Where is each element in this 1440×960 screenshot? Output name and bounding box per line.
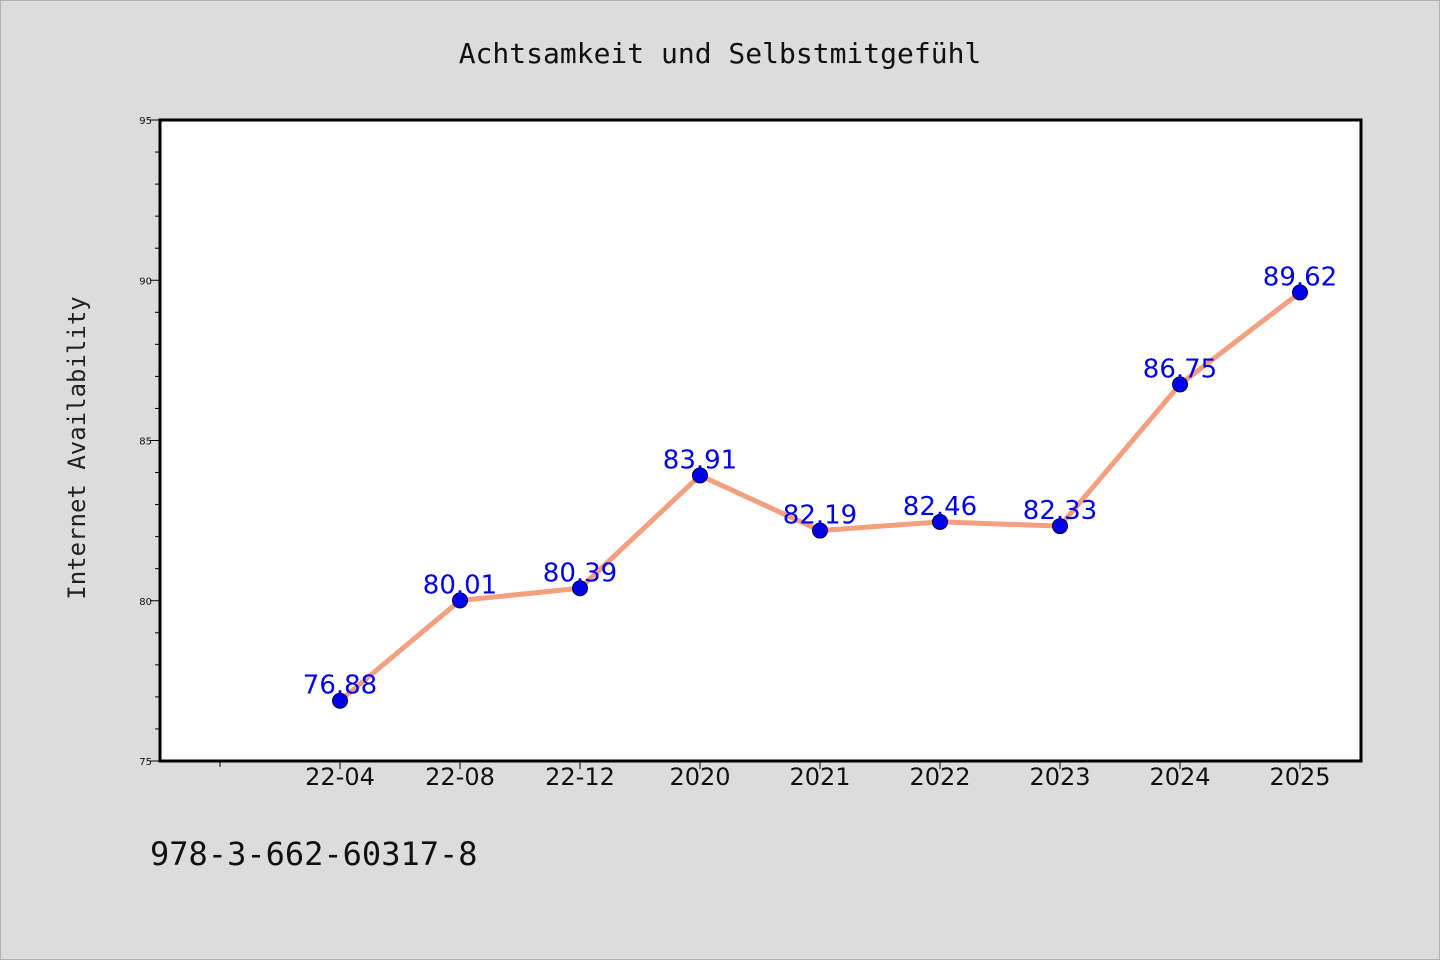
data-label: 76.88 [303,671,377,701]
data-label: 82.19 [783,501,857,531]
y-tick-label: 90 [139,276,152,287]
y-axis-label: Internet Availability [63,296,91,599]
y-tick-label: 80 [139,597,152,608]
x-tick-label: 2024 [1149,763,1210,791]
data-point [572,580,588,597]
data-label: 83.91 [663,445,737,475]
data-point [332,692,348,709]
footnote-isbn: 978-3-662-60317-8 [150,835,478,873]
data-label: 86.75 [1143,354,1217,384]
chart-title: Achtsamkeit und Selbstmitgefühl [459,37,982,70]
y-tick-label: 75 [139,757,152,768]
y-tick-label: 85 [139,437,152,448]
x-tick-label: 22-04 [305,763,375,791]
data-point [812,522,828,539]
y-axis: 75 80 85 90 95 [139,116,160,768]
plot-area [158,118,1363,763]
data-point [1292,284,1308,301]
x-tick-label: 2023 [1029,763,1090,791]
x-tick-label: 2020 [669,763,730,791]
x-tick-label: 22-12 [545,763,615,791]
series: 76.88 80.01 80.39 83.91 82.19 82.46 82.33 86.75… [303,262,1337,709]
data-label: 80.39 [543,558,617,588]
x-tick-label: 2025 [1269,763,1330,791]
x-tick-label: 22-08 [425,763,495,791]
data-point [1052,518,1068,535]
data-label: 80.01 [423,570,497,600]
data-point [692,467,708,484]
x-tick-label: 2022 [909,763,970,791]
data-label: 82.33 [1023,496,1097,526]
data-point [1172,376,1188,393]
data-point [452,592,468,609]
data-point [932,513,948,530]
data-label: 82.46 [903,492,977,522]
data-label: 89.62 [1263,262,1337,292]
y-tick-label: 95 [139,116,152,127]
x-axis: 22-04 22-08 22-12 2020 2021 2022 2023 2024 2025 [219,761,1331,791]
x-tick-label: 2021 [789,763,850,791]
